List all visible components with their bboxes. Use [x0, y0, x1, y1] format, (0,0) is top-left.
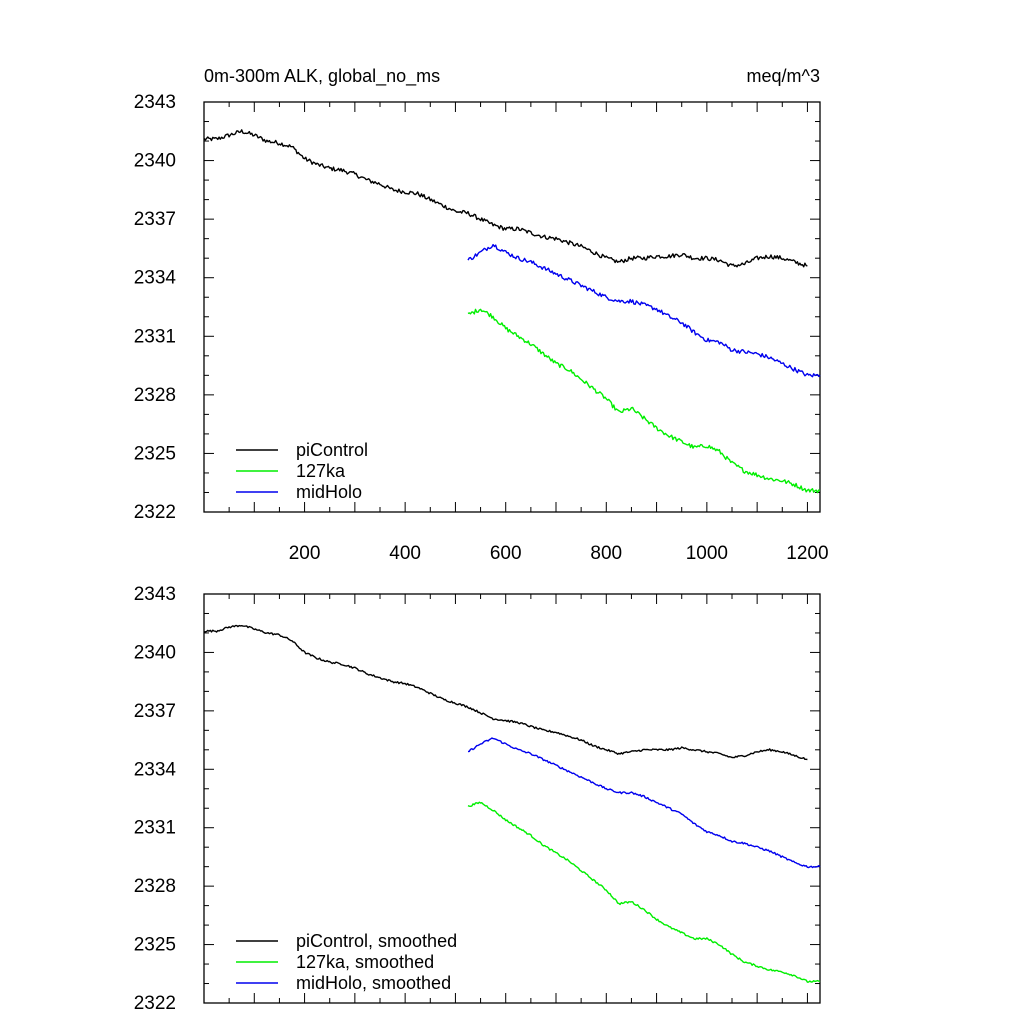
series-line-1: [467, 801, 821, 983]
plot-frame: [203, 593, 821, 1004]
x-tick-label: 400: [389, 543, 421, 564]
series-line-2: [467, 737, 821, 869]
x-tick-label: 1000: [686, 543, 728, 564]
y-tick-label: 2337: [134, 209, 176, 230]
y-tick-label: 2334: [134, 268, 177, 289]
x-tick-label: 600: [490, 543, 522, 564]
x-tick-label: 1200: [786, 543, 828, 564]
legend-label: midHolo, smoothed: [296, 973, 451, 993]
chart-title: 0m-300m ALK, global_no_ms: [204, 66, 440, 87]
x-tick-label: 200: [289, 543, 321, 564]
y-tick-label: 2340: [134, 642, 176, 663]
plot-frame: [203, 101, 821, 513]
series-line-2: [467, 243, 821, 378]
y-tick-label: 2322: [134, 993, 176, 1014]
legend-label: piControl, smoothed: [296, 931, 457, 951]
y-tick-label: 2331: [134, 326, 176, 347]
legend-label: 127ka, smoothed: [296, 952, 434, 972]
y-tick-label: 2328: [134, 876, 176, 897]
legend-label: 127ka: [296, 461, 346, 481]
chart-units: meq/m^3: [747, 66, 820, 86]
y-tick-label: 2322: [134, 502, 176, 523]
y-tick-label: 2343: [134, 92, 176, 113]
y-tick-label: 2325: [134, 935, 176, 956]
y-tick-label: 2337: [134, 701, 176, 722]
y-tick-label: 2331: [134, 818, 176, 839]
legend-label: midHolo: [296, 482, 362, 502]
series-line-1: [467, 308, 821, 494]
y-tick-label: 2340: [134, 151, 176, 172]
y-tick-label: 2334: [134, 759, 177, 780]
y-tick-label: 2325: [134, 443, 176, 464]
y-tick-label: 2328: [134, 385, 176, 406]
series-line-0: [203, 129, 808, 268]
legend-label: piControl: [296, 440, 368, 460]
x-tick-label: 800: [590, 543, 622, 564]
y-tick-label: 2343: [134, 584, 176, 605]
series-line-0: [204, 624, 808, 761]
